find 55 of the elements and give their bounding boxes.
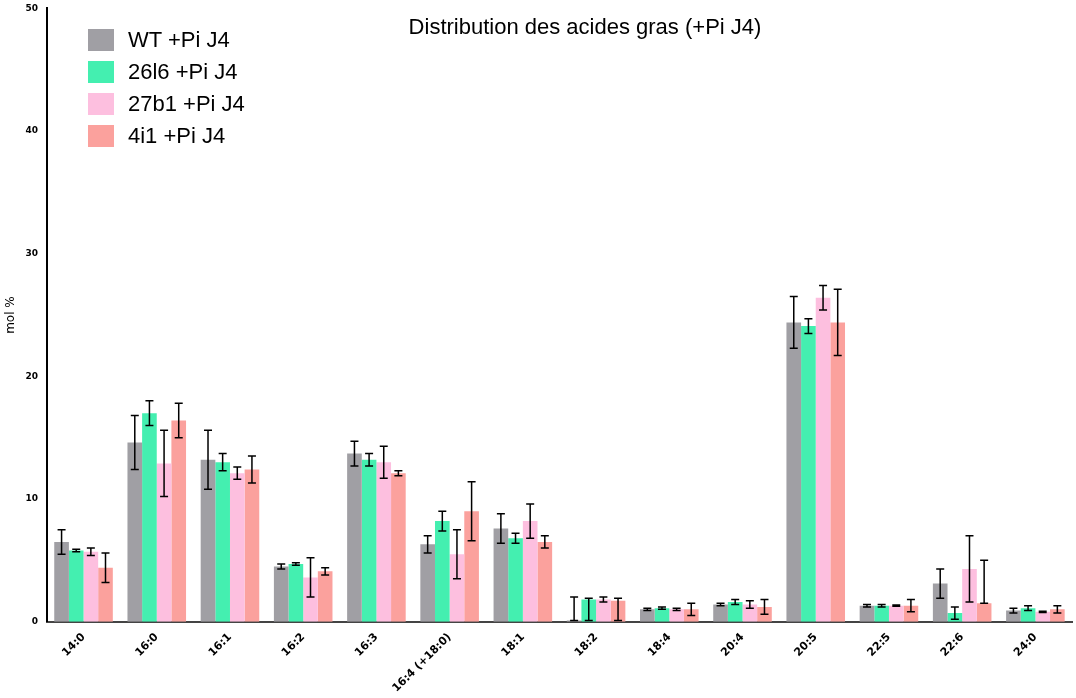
bar xyxy=(142,413,157,622)
bar xyxy=(391,473,406,622)
bar xyxy=(874,605,889,622)
legend-label: 4i1 +Pi J4 xyxy=(128,123,226,149)
bar xyxy=(757,606,772,622)
y-tick-label: 40 xyxy=(25,125,38,136)
y-tick-label: 30 xyxy=(25,248,38,259)
bar xyxy=(786,322,802,622)
bar xyxy=(815,297,831,622)
bar xyxy=(962,568,977,622)
bar xyxy=(215,462,230,622)
bar xyxy=(347,453,362,622)
bar xyxy=(200,459,216,622)
bar xyxy=(801,326,816,622)
bar xyxy=(830,322,846,622)
bar xyxy=(273,566,289,622)
bar xyxy=(54,541,69,622)
bar xyxy=(68,550,84,622)
bar xyxy=(127,442,143,622)
y-tick-label: 0 xyxy=(31,615,38,626)
legend-label: WT +Pi J4 xyxy=(128,27,230,53)
bar xyxy=(156,463,172,622)
bar xyxy=(229,473,245,622)
bar xyxy=(361,459,377,622)
bar xyxy=(464,511,479,622)
bar xyxy=(976,603,992,622)
bar xyxy=(596,599,611,622)
bar xyxy=(303,577,318,622)
bar xyxy=(288,563,304,622)
bar xyxy=(317,571,333,622)
bar xyxy=(888,605,904,622)
bar xyxy=(508,538,523,622)
bar xyxy=(420,544,435,622)
y-axis-title: mol % xyxy=(3,296,18,334)
bar xyxy=(713,604,728,622)
y-tick-label: 20 xyxy=(25,370,38,381)
bar xyxy=(434,521,450,622)
bar xyxy=(537,541,553,622)
bar xyxy=(98,567,113,622)
bar xyxy=(83,551,99,622)
bar xyxy=(640,609,655,622)
legend-label: 26l6 +Pi J4 xyxy=(128,59,238,85)
bar xyxy=(669,609,684,622)
bar xyxy=(522,521,538,622)
chart-title: Distribution des acides gras (+Pi J4) xyxy=(407,14,763,40)
bar xyxy=(171,420,187,622)
bar xyxy=(932,583,948,622)
y-tick-label: 50 xyxy=(25,2,38,13)
bar xyxy=(493,528,509,622)
bar xyxy=(683,609,699,622)
y-tick-label: 10 xyxy=(25,493,38,504)
bar xyxy=(244,469,260,622)
bar xyxy=(727,602,743,622)
bar xyxy=(376,462,392,622)
legend-label: 27b1 +Pi J4 xyxy=(128,91,245,117)
